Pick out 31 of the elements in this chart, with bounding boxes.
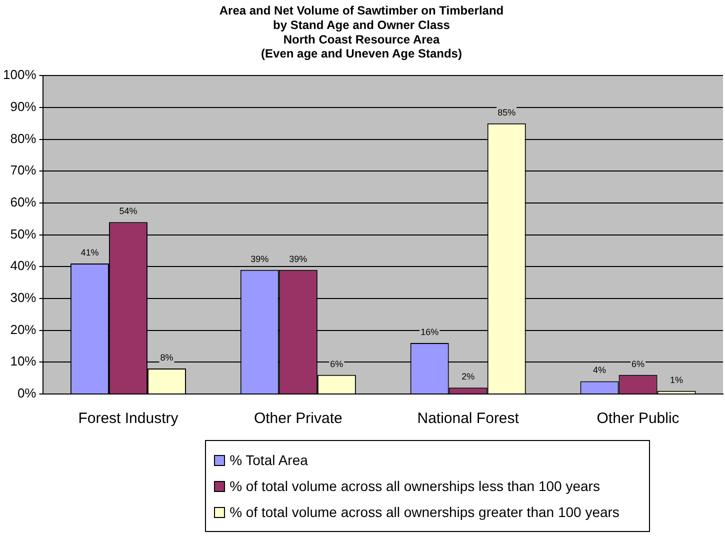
data-label: 85% (498, 107, 516, 118)
x-tick-label: National Forest (417, 410, 520, 428)
data-label: 2% (462, 372, 475, 382)
y-tick-label: 40% (10, 258, 37, 274)
data-label: 41% (80, 247, 99, 258)
data-label: 8% (160, 352, 174, 363)
y-tick-label: 0% (17, 386, 37, 401)
y-tick-label: 60% (10, 194, 37, 210)
y-tick-label: 20% (10, 322, 37, 337)
y-tick-label: 80% (10, 130, 37, 146)
legend-label: % Total Area (230, 451, 308, 470)
data-label: 54% (119, 206, 138, 216)
chart-title: Area and Net Volume of Sawtimber on Timberland by Stand Age and Owner Class North Coast Resource Area (Even age and Uneven Age Stands) (219, 4, 504, 61)
x-tick-label: Other Public (596, 410, 680, 428)
y-tick-label: 100% (3, 67, 37, 82)
y-tick-label: 90% (10, 99, 37, 114)
legend-label: % of total volume across all ownerships greater than 100 years (230, 503, 620, 522)
data-label: 39% (289, 254, 308, 264)
data-label: 16% (420, 327, 439, 338)
y-tick-label: 30% (10, 290, 37, 306)
x-tick-label: Forest Industry (78, 410, 179, 428)
data-label: 6% (632, 358, 645, 369)
y-tick-label: 70% (10, 162, 37, 178)
data-label: 1% (670, 374, 684, 385)
data-label: 6% (330, 358, 344, 369)
y-tick-label: 10% (10, 354, 37, 369)
x-tick-label: Other Private (254, 410, 342, 428)
data-label: 39% (250, 254, 269, 264)
y-tick-label: 50% (10, 226, 37, 242)
legend-label: % of total volume across all ownerships less than 100 years (230, 477, 600, 496)
data-label: 4% (593, 365, 606, 376)
